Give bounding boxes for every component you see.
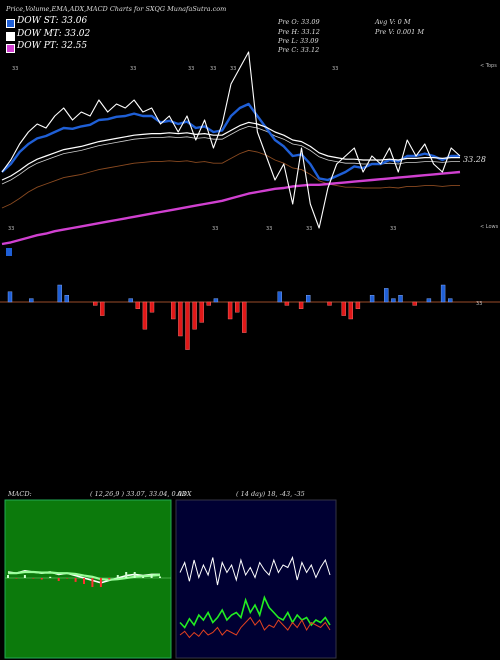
volume-bar: [398, 295, 403, 303]
volume-tag: 33: [476, 301, 482, 307]
label-tops: < Tops: [480, 63, 497, 69]
volume-bar: [92, 301, 98, 306]
volume-bar: [199, 301, 204, 323]
label-lows: < Lows: [480, 224, 499, 230]
macd-hist-bar: [125, 572, 128, 578]
peak-mark-1: 33: [12, 66, 18, 72]
macd-hist-bar: [7, 575, 9, 578]
macd-hist-bar: [142, 576, 145, 578]
volume-bar: [213, 298, 219, 303]
volume-bar: [135, 301, 141, 310]
chart-title: Price,Volume,EMA,ADX,MACD Charts for SXQ…: [6, 5, 227, 13]
macd-hist-bar: [159, 576, 161, 578]
price-start-marker: [6, 248, 12, 256]
volume-bar: [298, 301, 304, 310]
volume-bar: [391, 298, 396, 303]
volume-bar: [242, 301, 247, 333]
trough-mark-1: 33: [8, 226, 14, 232]
volume-bar: [448, 298, 453, 303]
volume-bar: [369, 295, 375, 303]
volume-bar: [355, 301, 361, 310]
macd-hist-bar: [74, 578, 77, 582]
prev-open: Pre O: 33.09: [278, 18, 320, 26]
volume-bar: [327, 301, 332, 306]
macd-hist-bar: [150, 575, 153, 578]
series-price: [1, 51, 461, 229]
volume-bar: [128, 298, 133, 303]
trough-mark-3: 33: [266, 226, 272, 232]
legend-swatch-mt: [6, 32, 15, 41]
legend-label-mt: DOW MT: 33.02: [17, 29, 91, 39]
prev-high: Pre H: 33.12: [278, 28, 320, 36]
volume-bar: [277, 291, 282, 303]
macd-hist-bar: [108, 578, 111, 580]
adx-label: ADX: [176, 490, 192, 498]
series-dow-mt: [1, 121, 460, 181]
prev-volume: Pre V: 0.001 M: [375, 28, 425, 36]
trough-mark-4: 33: [306, 226, 312, 232]
peak-mark-3: 33: [188, 66, 194, 72]
legend-swatch-pt: [6, 44, 15, 53]
legend-label-pt: DOW PT: 32.55: [17, 41, 88, 51]
series-dow-st: [1, 102, 460, 182]
prev-low: Pre L: 33.09: [278, 37, 319, 45]
volume-bar: [426, 298, 432, 303]
peak-mark-6: 33: [332, 66, 338, 72]
volume-bar: [284, 301, 290, 306]
macd-hist-bar: [83, 578, 85, 584]
volume-bar: [178, 301, 183, 337]
volume-bar: [412, 301, 417, 306]
volume-bar: [149, 301, 155, 313]
macd-hist-bar: [49, 576, 52, 578]
volume-bar: [440, 284, 446, 303]
macd-params: ( 12,26,9 ) 33.07, 33.04, 0.03: [90, 490, 186, 498]
volume-bar: [384, 288, 389, 303]
adx-series-plus-di: [179, 595, 331, 629]
macd-hist-bar: [40, 578, 43, 580]
adx-panel: [175, 499, 337, 659]
volume-bar: [185, 301, 190, 350]
ema-band-line: [1, 125, 460, 185]
volume-bar: [29, 298, 34, 303]
volume-bar: [227, 301, 233, 320]
volume-bar: [64, 295, 70, 303]
ema-long-line: [1, 149, 460, 209]
volume-bar: [348, 301, 353, 320]
volume-bar: [234, 301, 240, 313]
macd-label: MACD:: [7, 490, 32, 498]
adx-params: ( 14 day) 18, -43, -35: [236, 490, 305, 498]
macd-hist-bar: [116, 575, 119, 578]
peak-mark-2: 33: [130, 66, 136, 72]
macd-hist-bar: [91, 578, 94, 587]
macd-hist-bar: [15, 578, 18, 579]
legend-swatch-st: [6, 19, 15, 28]
adx-series-adx: [179, 555, 331, 586]
prev-close: Pre C: 33.12: [278, 46, 320, 54]
macd-hist-bar: [32, 578, 35, 579]
macd-hist-bar: [66, 578, 69, 579]
last-price-label: 33.28: [463, 155, 486, 164]
volume-bar: [57, 284, 62, 303]
trough-mark-2: 33: [212, 226, 218, 232]
volume-bar: [192, 301, 197, 330]
adx-series-minus-di: [179, 616, 331, 639]
macd-hist-bar: [57, 578, 60, 581]
peak-mark-5: 33: [230, 66, 236, 72]
macd-hist-bar: [99, 578, 102, 587]
volume-bar: [341, 301, 346, 316]
peak-mark-4: 33: [210, 66, 216, 72]
volume-bar: [142, 301, 148, 330]
volume-bar: [7, 291, 13, 303]
volume-bar: [171, 301, 176, 320]
avg-volume: Avg V: 0 M: [375, 18, 411, 26]
trough-mark-5: 33: [390, 226, 396, 232]
macd-hist-bar: [23, 575, 26, 578]
legend-label-st: DOW ST: 33.06: [17, 16, 88, 26]
volume-bar: [100, 301, 105, 316]
volume-bar: [206, 301, 212, 306]
series-dow-pt: [1, 170, 461, 246]
volume-bar: [306, 295, 311, 303]
macd-hist-bar: [133, 572, 136, 578]
